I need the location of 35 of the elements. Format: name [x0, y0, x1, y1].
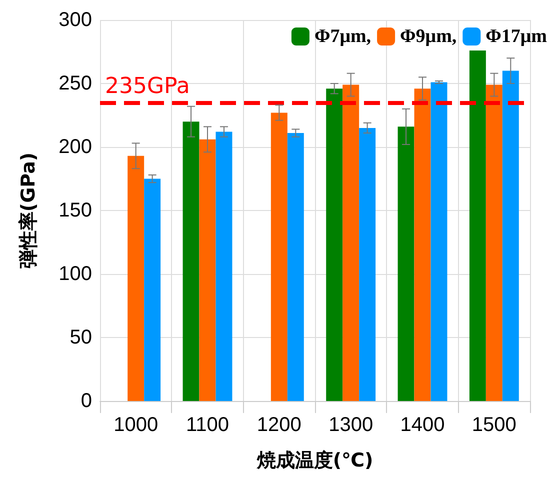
- y-tick-label: 100: [58, 263, 92, 285]
- legend-label: Φ7μm,: [314, 26, 372, 47]
- y-tick-label: 200: [58, 136, 92, 158]
- bar: [398, 126, 414, 401]
- bar: [216, 132, 232, 401]
- x-axis-title: 焼成温度(℃): [256, 450, 374, 472]
- bar: [128, 156, 144, 401]
- x-tick-label: 1000: [114, 414, 158, 436]
- bar: [469, 50, 486, 401]
- legend-label: Φ17μm: [486, 26, 548, 47]
- bar: [182, 122, 200, 401]
- bar: [270, 112, 288, 401]
- bar: [144, 178, 161, 401]
- legend-label: Φ9μm,: [400, 26, 457, 47]
- x-tick-label: 1100: [186, 414, 230, 436]
- bar: [359, 128, 376, 401]
- bar: [502, 70, 519, 401]
- bar: [326, 88, 343, 401]
- x-tick-label: 1500: [472, 414, 516, 436]
- y-tick-label: 50: [70, 326, 92, 348]
- bar: [199, 139, 216, 401]
- y-tick-label: 300: [58, 9, 92, 31]
- y-axis-title: 弾性率(GPa): [18, 152, 40, 269]
- y-tick-label: 150: [58, 200, 92, 222]
- bar: [414, 88, 431, 401]
- x-tick-label: 1200: [256, 414, 302, 436]
- bar: [287, 133, 304, 401]
- ref-line-label: 235GPa: [105, 74, 190, 100]
- bar: [342, 84, 360, 401]
- bar: [486, 84, 502, 401]
- bar: [430, 82, 448, 401]
- y-tick-label: 0: [80, 390, 92, 412]
- x-tick-label: 1300: [328, 414, 374, 436]
- y-tick-label: 250: [58, 72, 92, 94]
- x-tick-label: 1400: [400, 414, 445, 436]
